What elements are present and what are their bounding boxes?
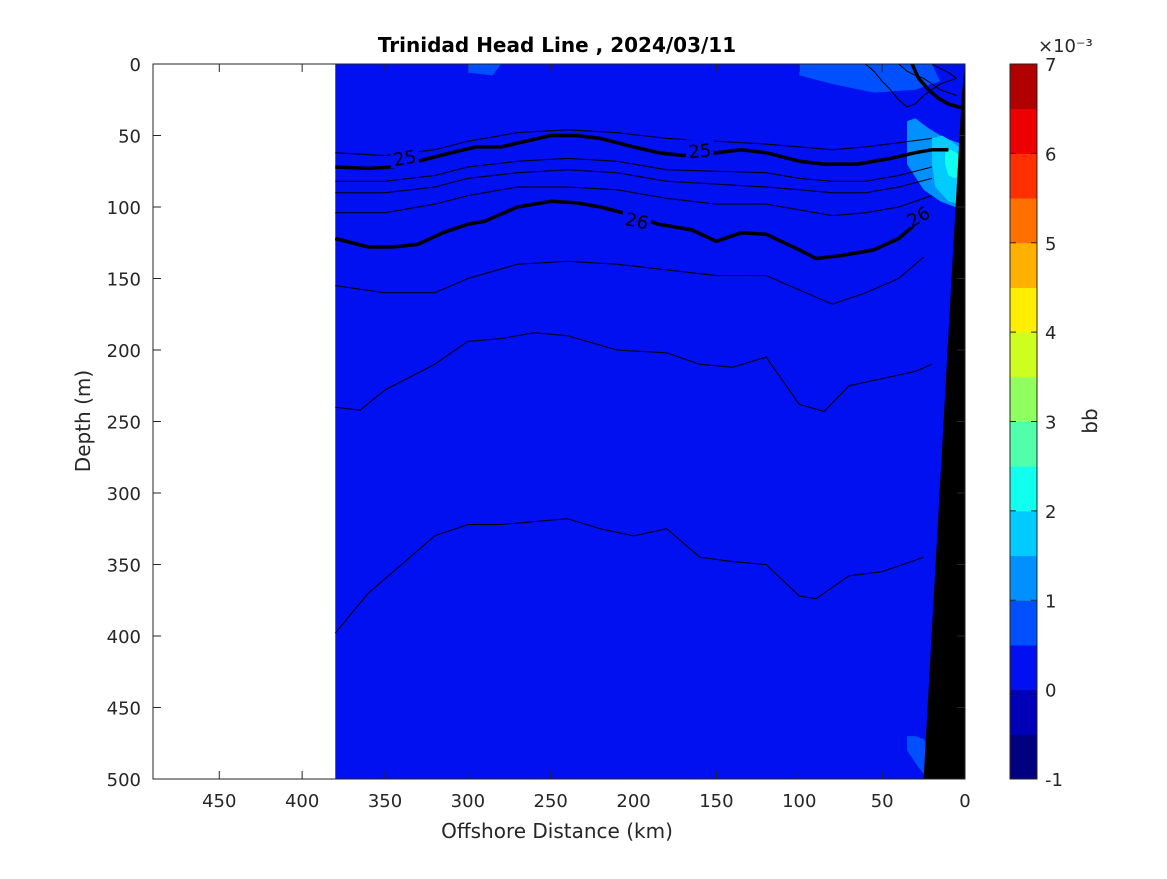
- y-tick-label: 300: [107, 484, 141, 505]
- x-tick-label: 200: [616, 791, 650, 812]
- y-tick-label: 100: [107, 198, 141, 219]
- x-axis-ticks: 450 400 350 300 250 200 150 100 50 0: [202, 64, 971, 812]
- contour-line: [865, 64, 957, 108]
- y-tick-label: 500: [107, 770, 141, 791]
- bathymetry-mask: [923, 64, 965, 779]
- contour-line-bold: [335, 133, 949, 171]
- contour-line: [335, 157, 933, 182]
- colorbar-exponent: ×10⁻³: [1038, 36, 1093, 57]
- colorbar-tick-label: 4: [1045, 323, 1056, 344]
- y-tick-label: 150: [107, 270, 141, 291]
- colorbar-segment: [1010, 421, 1037, 467]
- colorbar-segment: [1010, 64, 1037, 110]
- colorbar-tick-label: 6: [1045, 144, 1056, 165]
- colorbar-segment: [1010, 376, 1037, 422]
- contour-fill-base: [335, 64, 965, 779]
- contour-label: 26: [623, 209, 650, 234]
- colorbar-tick-label: 3: [1045, 413, 1056, 434]
- colorbar-segment: [1010, 734, 1037, 780]
- contour-line: [335, 129, 932, 156]
- contour-line: [898, 64, 957, 96]
- x-tick-label: 0: [959, 791, 970, 812]
- chart-title: Trinidad Head Line , 2024/03/11: [378, 33, 736, 57]
- contour-patch: [945, 149, 962, 179]
- x-axis-label: Offshore Distance (km): [441, 819, 673, 843]
- contour-patch: [799, 64, 941, 93]
- y-tick-label: 350: [107, 556, 141, 577]
- contour-line: [335, 332, 933, 412]
- y-tick-label: 0: [130, 55, 141, 76]
- contour-line: [931, 64, 957, 79]
- colorbar-segment: [1010, 600, 1037, 646]
- contour-label-background: [685, 139, 714, 162]
- x-tick-label: 450: [202, 791, 236, 812]
- x-tick-label: 100: [782, 791, 816, 812]
- x-tick-label: 50: [871, 791, 894, 812]
- contour-label: 25: [392, 147, 418, 172]
- x-tick-label: 400: [285, 791, 319, 812]
- colorbar-tick-label: 1: [1045, 591, 1056, 612]
- contour-line: [335, 186, 933, 217]
- colorbar: -1 0 1 2 3 4 5 6 7: [1009, 55, 1063, 791]
- x-tick-label: 250: [534, 791, 568, 812]
- colorbar-segment: [1010, 198, 1037, 244]
- contour-line: [334, 518, 924, 634]
- colorbar-segment: [1010, 153, 1037, 199]
- colorbar-segment: [1010, 332, 1037, 378]
- contour-line-bold: [910, 64, 965, 111]
- colorbar-tick-label: 7: [1045, 55, 1056, 76]
- colorbar-tick-label: 0: [1045, 681, 1056, 702]
- y-tick-label: 450: [107, 699, 141, 720]
- y-tick-label: 400: [107, 627, 141, 648]
- contour-label-background: [904, 205, 933, 228]
- colorbar-segment: [1010, 510, 1037, 557]
- colorbar-segment: [1010, 555, 1037, 601]
- colorbar-segment: [1010, 644, 1037, 691]
- contour-patch: [467, 64, 501, 76]
- y-axis-ticks: 0 50 100 150 200 250 300 350 400 450 500: [107, 55, 965, 791]
- contour-line: [335, 169, 933, 194]
- x-tick-label: 350: [368, 791, 402, 812]
- x-tick-label: 150: [699, 791, 733, 812]
- contour-label-background: [390, 146, 419, 169]
- y-tick-label: 200: [107, 341, 141, 362]
- colorbar-segment: [1010, 287, 1037, 333]
- colorbar-segment: [1010, 242, 1037, 288]
- contour-patches: [467, 64, 965, 779]
- y-axis-label: Depth (m): [71, 370, 95, 472]
- colorbar-segment: [1010, 466, 1037, 512]
- colorbar-tick-label: 2: [1045, 502, 1056, 523]
- contour-label: 25: [688, 140, 713, 163]
- contour-label-background: [622, 209, 651, 232]
- colorbar-segment: [1010, 108, 1037, 154]
- colorbar-tick-label: -1: [1045, 770, 1063, 791]
- y-tick-label: 50: [118, 127, 141, 148]
- colorbar-label: bb: [1078, 408, 1102, 433]
- colorbar-segment: [1010, 689, 1037, 735]
- colorbar-tick-label: 5: [1045, 234, 1056, 255]
- y-tick-label: 250: [107, 413, 141, 434]
- contour-line: [335, 256, 924, 305]
- x-tick-label: 300: [451, 791, 485, 812]
